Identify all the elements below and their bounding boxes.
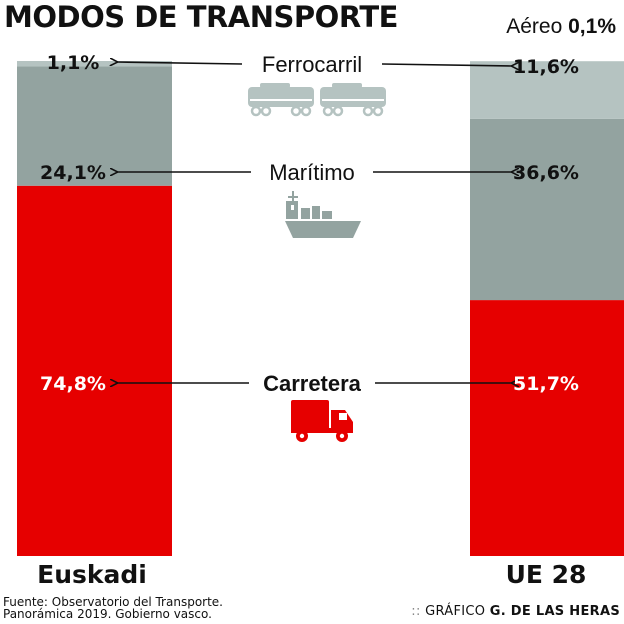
data-label-ue-28-carretera: 51,7% xyxy=(513,373,579,395)
data-label-euskadi-carretera: 74,8% xyxy=(40,373,106,395)
ship-icon xyxy=(285,191,361,238)
source-line-2: Panorámica 2019. Gobierno vasco. xyxy=(3,607,212,621)
aereo-note: Aéreo 0,1% xyxy=(506,15,616,39)
bar-segment-ue-28-maritimo xyxy=(470,118,624,301)
connector-line-ferrocarril-right xyxy=(381,64,512,66)
source-line-1: Fuente: Observatorio del Transporte. xyxy=(3,595,223,609)
category-label-ue-28: UE 28 xyxy=(506,560,587,589)
mode-label-carretera: Carretera xyxy=(263,371,362,396)
data-label-euskadi-maritimo: 24,1% xyxy=(40,162,106,184)
aereo-value: 0,1% xyxy=(568,15,616,38)
labels-group: Carretera 74,8% 51,7% Marítimo 24,1% 36,6% Fer… xyxy=(37,52,586,589)
bars-group xyxy=(17,61,624,557)
credit-note: :: GRÁFICO G. DE LAS HERAS xyxy=(411,604,620,619)
bar-segment-euskadi-carretera xyxy=(17,185,172,557)
credit-label: GRÁFICO xyxy=(425,604,486,619)
data-label-ue-28-ferrocarril: 11,6% xyxy=(513,56,579,78)
bar-segment-ue-28-ferrocarril xyxy=(470,61,624,119)
source-note: Fuente: Observatorio del Transporte. Pan… xyxy=(3,596,223,620)
data-label-euskadi-ferrocarril: 1,1% xyxy=(47,52,100,74)
connector-line-ferrocarril-left xyxy=(117,62,243,64)
bar-segment-ue-28-carretera xyxy=(470,300,624,556)
mode-label-maritimo: Marítimo xyxy=(269,160,355,185)
bar-segment-euskadi-ferrocarril xyxy=(17,61,172,67)
category-label-euskadi: Euskadi xyxy=(37,560,147,589)
train-icon xyxy=(248,83,386,117)
credit-prefix: :: xyxy=(411,604,421,619)
credit-author: G. DE LAS HERAS xyxy=(489,604,620,619)
connectors-group xyxy=(117,62,512,383)
data-label-ue-28-maritimo: 36,6% xyxy=(513,162,579,184)
chart-title: MODOS DE TRANSPORTE xyxy=(4,0,398,34)
bar-segment-euskadi-maritimo xyxy=(17,66,172,186)
aereo-label: Aéreo xyxy=(506,15,563,38)
mode-label-ferrocarril: Ferrocarril xyxy=(262,52,362,77)
truck-icon xyxy=(291,400,353,442)
